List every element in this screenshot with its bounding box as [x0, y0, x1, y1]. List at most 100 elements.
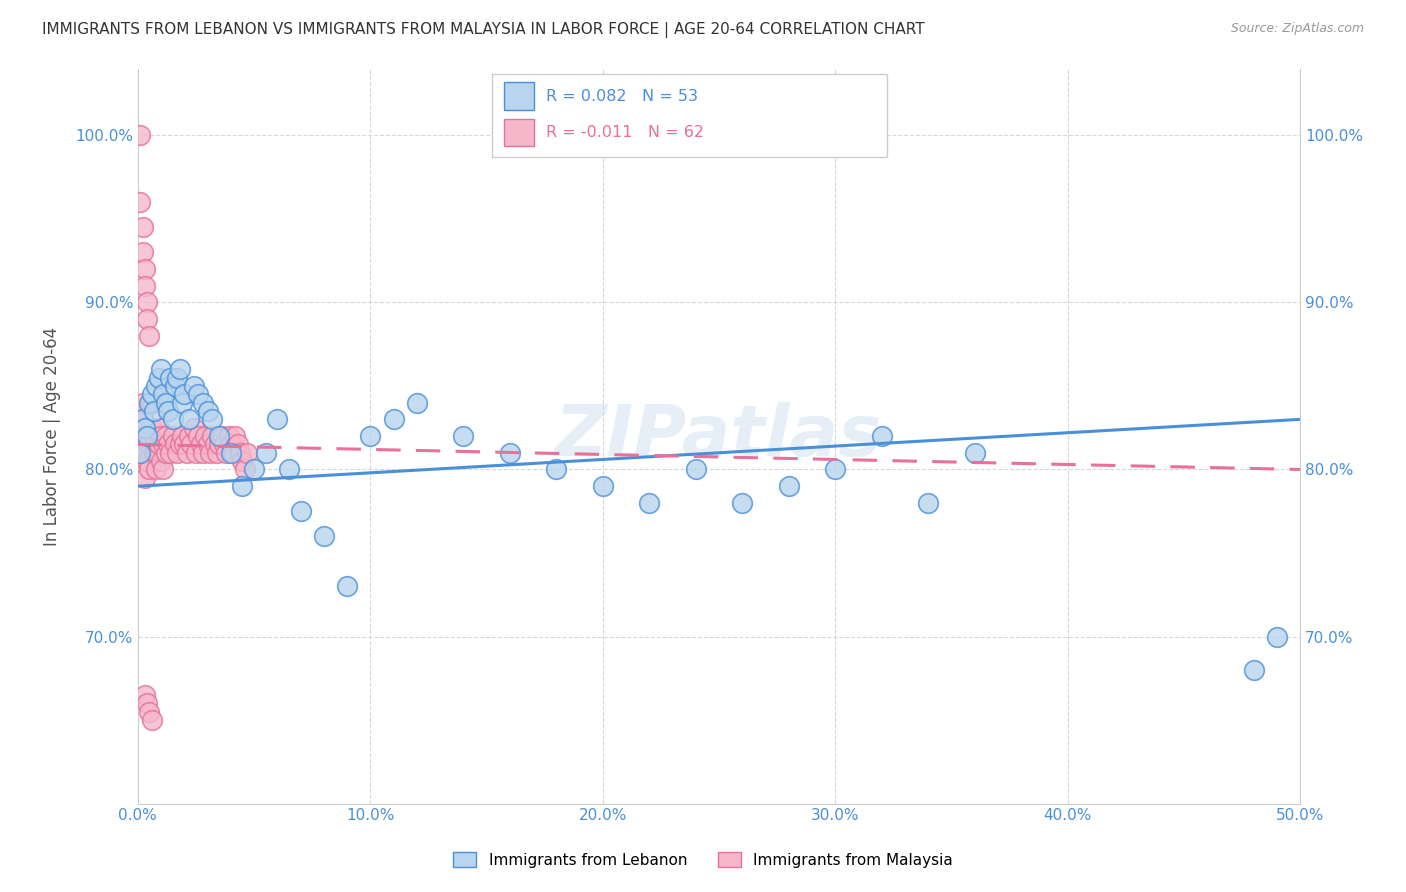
Point [145, 462, 167, 476]
Point [138, 328, 160, 343]
Point [169, 437, 191, 451]
Point [136, 454, 159, 468]
Point [177, 412, 200, 426]
Text: ZIPatlas: ZIPatlas [555, 401, 883, 471]
Point [131, 437, 153, 451]
Point [162, 429, 184, 443]
Point [208, 437, 231, 451]
Text: Source: ZipAtlas.com: Source: ZipAtlas.com [1230, 22, 1364, 36]
Point [155, 429, 177, 443]
Point [138, 705, 160, 719]
Point [145, 446, 167, 460]
Point [165, 379, 187, 393]
Point [219, 446, 242, 460]
Point [405, 395, 427, 409]
Point [778, 479, 800, 493]
Point [236, 446, 259, 460]
Point [197, 437, 219, 451]
Text: IMMIGRANTS FROM LEBANON VS IMMIGRANTS FROM MALAYSIA IN LABOR FORCE | AGE 20-64 C: IMMIGRANTS FROM LEBANON VS IMMIGRANTS FR… [42, 22, 925, 38]
Point [592, 479, 614, 493]
Point [219, 437, 242, 451]
Point [141, 387, 163, 401]
Point [197, 404, 219, 418]
FancyBboxPatch shape [492, 74, 887, 157]
Point [129, 128, 152, 143]
Point [150, 454, 173, 468]
Point [141, 421, 163, 435]
Point [963, 446, 986, 460]
Point [215, 446, 238, 460]
Point [212, 437, 235, 451]
Point [131, 220, 153, 235]
Point [136, 295, 159, 310]
FancyBboxPatch shape [503, 82, 534, 111]
Point [134, 262, 156, 277]
Point [152, 387, 174, 401]
Point [143, 446, 166, 460]
Point [141, 713, 163, 727]
Point [499, 446, 522, 460]
Point [148, 370, 170, 384]
Point [173, 387, 195, 401]
Point [243, 462, 266, 476]
Point [194, 429, 217, 443]
Point [136, 697, 159, 711]
Point [155, 395, 177, 409]
Point [129, 404, 152, 418]
Point [170, 429, 193, 443]
Point [183, 379, 205, 393]
Point [917, 496, 939, 510]
Point [824, 462, 846, 476]
Point [233, 462, 256, 476]
Y-axis label: In Labor Force | Age 20-64: In Labor Force | Age 20-64 [44, 326, 60, 546]
Point [254, 446, 277, 460]
Point [138, 437, 160, 451]
Point [134, 688, 156, 702]
Point [224, 429, 246, 443]
Point [134, 421, 156, 435]
Point [129, 446, 152, 460]
Point [870, 429, 893, 443]
Point [136, 429, 159, 443]
Point [152, 462, 174, 476]
Point [134, 278, 156, 293]
Point [170, 395, 193, 409]
Point [143, 404, 166, 418]
Point [190, 437, 212, 451]
Text: R = -0.011   N = 62: R = -0.011 N = 62 [546, 125, 704, 140]
Point [131, 245, 153, 260]
Point [1243, 663, 1265, 677]
Point [218, 429, 240, 443]
Point [129, 429, 152, 443]
Point [183, 421, 205, 435]
Point [205, 446, 228, 460]
Point [150, 362, 173, 376]
Point [359, 429, 381, 443]
Point [134, 471, 156, 485]
Point [638, 496, 661, 510]
Point [231, 479, 253, 493]
Point [150, 429, 173, 443]
Point [231, 454, 253, 468]
Point [173, 437, 195, 451]
Point [131, 412, 153, 426]
Point [138, 395, 160, 409]
Point [336, 579, 359, 593]
Point [187, 429, 209, 443]
Point [129, 446, 152, 460]
Point [155, 446, 177, 460]
Point [134, 446, 156, 460]
Point [159, 446, 181, 460]
Point [166, 370, 188, 384]
Point [129, 195, 152, 210]
Point [266, 412, 288, 426]
Point [169, 362, 191, 376]
Point [222, 446, 245, 460]
Point [184, 446, 207, 460]
Point [201, 412, 224, 426]
Point [165, 437, 187, 451]
Point [1265, 630, 1288, 644]
Point [546, 462, 568, 476]
Point [162, 412, 184, 426]
Point [157, 437, 180, 451]
